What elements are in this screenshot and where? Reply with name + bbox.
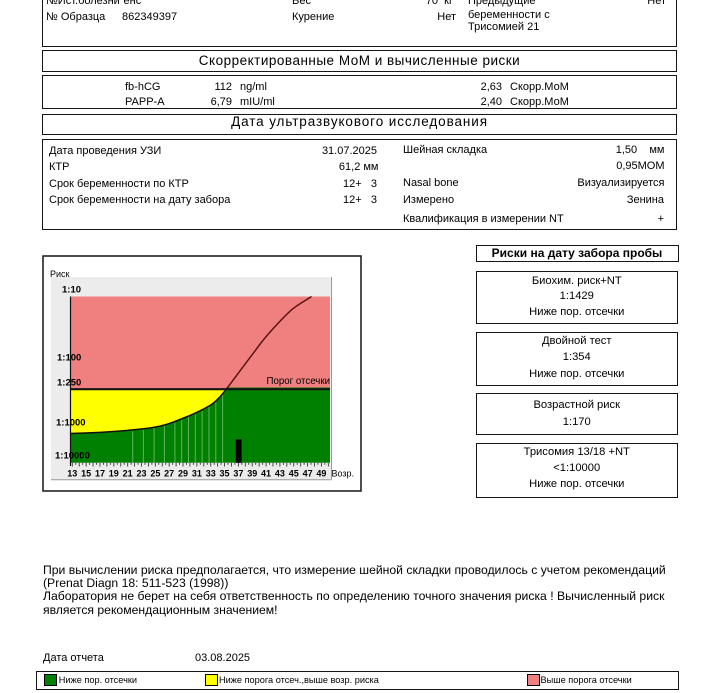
- svg-text:23: 23: [136, 469, 146, 479]
- svg-text:31: 31: [192, 469, 202, 479]
- svg-text:35: 35: [220, 469, 230, 479]
- svg-text:1:10: 1:10: [62, 285, 81, 296]
- svg-text:15: 15: [81, 469, 91, 479]
- svg-text:25: 25: [150, 469, 160, 479]
- svg-text:1:250: 1:250: [57, 378, 81, 389]
- svg-text:13: 13: [67, 469, 77, 479]
- svg-text:41: 41: [261, 469, 271, 479]
- svg-text:21: 21: [123, 469, 133, 479]
- svg-text:29: 29: [178, 469, 188, 479]
- svg-text:19: 19: [109, 469, 119, 479]
- svg-text:Порог отсечки: Порог отсечки: [267, 376, 330, 387]
- svg-text:39: 39: [247, 469, 257, 479]
- svg-text:1:10000: 1:10000: [55, 451, 90, 462]
- svg-text:1:100: 1:100: [57, 353, 81, 364]
- svg-text:Возр.: Возр.: [332, 468, 355, 478]
- svg-text:45: 45: [289, 469, 299, 479]
- svg-text:43: 43: [275, 469, 285, 479]
- svg-text:17: 17: [95, 469, 105, 479]
- svg-text:27: 27: [164, 469, 174, 479]
- svg-text:Риск: Риск: [50, 269, 70, 279]
- svg-text:47: 47: [303, 469, 313, 479]
- svg-text:37: 37: [233, 469, 243, 479]
- svg-text:1:1000: 1:1000: [56, 418, 86, 429]
- svg-text:49: 49: [316, 469, 326, 479]
- svg-text:33: 33: [206, 469, 216, 479]
